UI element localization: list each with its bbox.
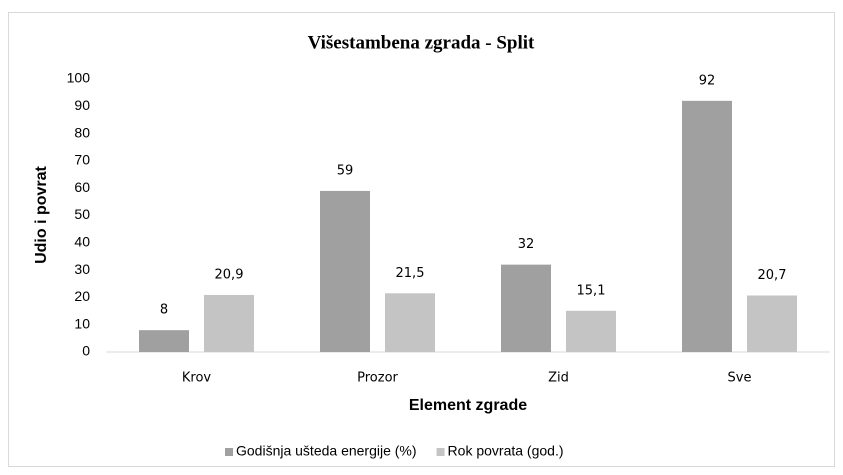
y-tick-label: 100 — [67, 70, 91, 86]
legend-label: Rok povrata (god.) — [448, 443, 564, 459]
bar — [139, 330, 189, 352]
x-tick-label: Sve — [728, 371, 752, 386]
x-tick-label: Krov — [182, 371, 212, 386]
data-label: 21,5 — [396, 266, 425, 281]
data-label: 59 — [337, 163, 354, 178]
y-tick-label: 60 — [74, 179, 90, 195]
legend-label: Godišnja ušteda energije (%) — [236, 443, 417, 459]
bar — [320, 190, 370, 352]
bar — [204, 294, 254, 352]
bar — [385, 293, 435, 352]
y-tick-label: 70 — [74, 152, 90, 168]
chart-title: Višestambena zgrada - Split — [308, 32, 535, 53]
bar — [747, 295, 797, 352]
data-label: 92 — [699, 73, 716, 88]
y-tick-label: 50 — [74, 206, 90, 222]
legend-swatch — [436, 448, 445, 456]
x-axis-label: Element zgrade — [409, 397, 527, 414]
y-tick-label: 40 — [74, 234, 90, 250]
y-tick-label: 80 — [74, 124, 90, 140]
bar — [682, 100, 732, 352]
bar — [501, 264, 551, 352]
data-label: 20,7 — [758, 268, 787, 283]
legend-swatch — [225, 448, 233, 456]
y-tick-label: 10 — [74, 315, 90, 331]
y-tick-label: 90 — [74, 97, 90, 113]
y-axis-label: Udio i povrat — [33, 165, 50, 263]
data-label: 20,9 — [215, 267, 244, 282]
data-label: 15,1 — [577, 283, 606, 298]
y-tick-label: 30 — [74, 261, 90, 277]
y-tick-label: 0 — [82, 343, 90, 359]
data-label: 8 — [160, 303, 168, 318]
x-tick-label: Prozor — [357, 371, 398, 386]
bar — [566, 310, 616, 352]
data-label: 32 — [518, 237, 535, 252]
x-tick-label: Zid — [548, 371, 569, 386]
y-tick-label: 20 — [74, 288, 90, 304]
